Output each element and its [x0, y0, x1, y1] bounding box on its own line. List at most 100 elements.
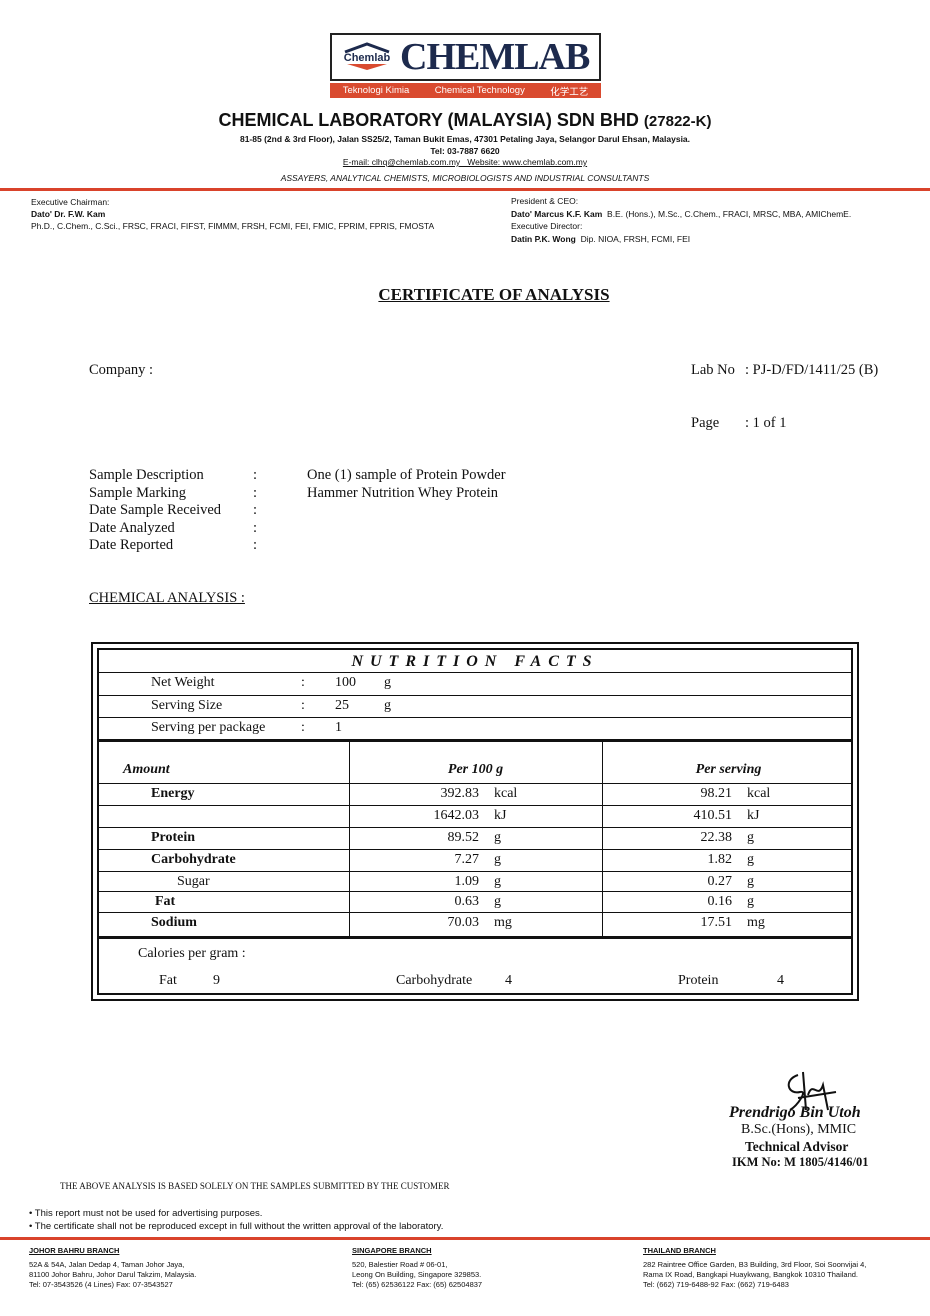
analysis-basis-note: THE ABOVE ANALYSIS IS BASED SOLELY ON TH… — [60, 1181, 450, 1191]
info-unit: g — [384, 697, 391, 713]
nutrient-name: Protein — [151, 830, 196, 845]
signatory-role: Technical Advisor — [745, 1139, 849, 1154]
row-divider — [99, 672, 851, 673]
per-100g-value: 1642.03 — [433, 808, 480, 823]
branch-address: JOHOR BAHRU BRANCH 52A & 54A, Jalan Dedap… — [29, 1246, 197, 1289]
header-per-serving: Per serving — [695, 762, 762, 777]
signatory-ikm: IKM No: M 1805/4146/01 — [732, 1155, 869, 1169]
company-name: CHEMICAL LABORATORY (MALAYSIA) SDN BHD (… — [218, 110, 712, 130]
sample-details: Sample Description: One (1) sample of Pro… — [89, 467, 506, 553]
nutrient-name: Carbohydrate — [151, 852, 236, 867]
info-unit: g — [384, 675, 391, 690]
nutrient-name: Sodium — [151, 915, 197, 930]
tagline-band: Teknologi Kimia Chemical Technology 化学工艺 — [330, 83, 601, 98]
section-heading: CHEMICAL ANALYSIS : — [89, 590, 245, 606]
info-value: 100 — [335, 675, 356, 690]
colon: : — [301, 697, 305, 713]
per-serving-unit: kJ — [747, 808, 760, 823]
column-divider — [349, 742, 350, 938]
per-serving-unit: kcal — [747, 786, 771, 801]
per-100g-unit: g — [494, 852, 501, 867]
nutrition-table-outer — [91, 642, 859, 1001]
colon: : — [301, 675, 305, 690]
per-serving-value: 98.21 — [700, 786, 733, 801]
per-100g-value: 0.63 — [454, 894, 480, 909]
per-100g-value: 7.27 — [454, 852, 480, 867]
chemlab-logo: Chemlab CHEMLAB — [330, 33, 601, 81]
branch-address: THAILAND BRANCH 282 Raintree Office Garde… — [643, 1246, 867, 1289]
per-serving-unit: mg — [747, 915, 765, 930]
header-amount: Amount — [123, 762, 170, 777]
signature-icon — [778, 1070, 838, 1120]
per-serving-value: 1.82 — [707, 852, 733, 867]
page-number: : 1 of 1 — [745, 415, 787, 431]
lab-no-label: Lab No — [691, 362, 735, 378]
logo-mark-icon: Chemlab — [342, 42, 392, 72]
per-serving-value: 22.38 — [700, 830, 733, 845]
officers-left: Executive Chairman: Dato' Dr. F.W. Kam P… — [31, 197, 435, 231]
per-serving-value: 0.27 — [707, 874, 733, 889]
per-100g-unit: kJ — [494, 808, 507, 823]
document-title: CERTIFICATE OF ANALYSIS — [378, 285, 610, 304]
per-100g-unit: kcal — [494, 786, 518, 801]
calorie-factor-label: Fat — [159, 973, 177, 988]
section-divider — [99, 936, 851, 939]
company-label: Company : — [89, 362, 154, 378]
calorie-factor-value: 4 — [505, 973, 512, 988]
per-serving-unit: g — [747, 894, 754, 909]
calorie-factor-label: Protein — [678, 973, 719, 988]
per-serving-unit: g — [747, 874, 754, 889]
company-address: 81-85 (2nd & 3rd Floor), Jalan SS25/2, T… — [239, 134, 691, 144]
nutrient-name: Energy — [151, 786, 195, 801]
per-serving-value: 17.51 — [700, 915, 733, 930]
per-serving-value: 410.51 — [693, 808, 733, 823]
tagline: Chemical Technology — [434, 85, 525, 96]
signatory-name: Prendrigo Bin Utoh — [729, 1104, 861, 1121]
row-divider — [99, 805, 851, 806]
company-tel: Tel: 03-7887 6620 — [430, 146, 500, 156]
page-label: Page — [691, 415, 720, 431]
info-value: 1 — [335, 720, 342, 735]
per-serving-value: 0.16 — [707, 894, 733, 909]
nutrient-name: Sugar — [177, 874, 210, 889]
nutrition-table: NUTRITION FACTS Net Weight: 100 g Serving S… — [97, 648, 853, 995]
info-label: Serving per package — [151, 720, 266, 735]
row-divider — [99, 783, 851, 784]
calories-per-gram-label: Calories per gram : — [138, 946, 246, 961]
row-divider — [99, 871, 851, 872]
tagline: Teknologi Kimia — [342, 85, 410, 96]
logo-text: CHEMLAB — [400, 36, 590, 78]
calorie-factor-label: Carbohydrate — [396, 973, 473, 988]
info-label: Net Weight — [151, 675, 215, 690]
row-divider — [99, 891, 851, 892]
calorie-factor-value: 4 — [777, 973, 784, 988]
colon: : — [301, 720, 305, 735]
row-divider — [99, 912, 851, 913]
per-100g-value: 392.83 — [440, 786, 480, 801]
per-serving-unit: g — [747, 852, 754, 867]
nutrition-title: NUTRITION FACTS — [351, 653, 599, 670]
signatory-quals: B.Sc.(Hons), MMIC — [741, 1122, 857, 1137]
column-divider — [602, 742, 603, 938]
per-100g-value: 89.52 — [447, 830, 480, 845]
tagline: 化学工艺 — [550, 86, 589, 98]
calorie-factor-value: 9 — [213, 973, 220, 988]
row-divider — [99, 849, 851, 850]
footer-divider — [0, 1237, 930, 1240]
svg-text:Chemlab: Chemlab — [344, 52, 391, 64]
officers-right: President & CEO: Dato' Marcus K.F. Kam B… — [511, 196, 852, 244]
footer-notes: • This report must not be used for adver… — [29, 1208, 444, 1232]
per-100g-unit: g — [494, 830, 501, 845]
row-divider — [99, 827, 851, 828]
per-100g-value: 1.09 — [454, 874, 480, 889]
per-100g-value: 70.03 — [447, 915, 480, 930]
row-divider — [99, 695, 851, 696]
per-100g-unit: g — [494, 894, 501, 909]
company-services: ASSAYERS, ANALYTICAL CHEMISTS, MICROBIOL… — [280, 173, 650, 183]
per-100g-unit: mg — [494, 915, 512, 930]
info-value: 25 — [335, 697, 349, 713]
lab-no: : PJ-D/FD/1411/25 (B) — [745, 362, 879, 378]
per-100g-unit: g — [494, 874, 501, 889]
nutrient-name: Fat — [155, 894, 176, 909]
company-contact: E-mail: clhq@chemlab.com.my Website: www… — [342, 157, 588, 167]
